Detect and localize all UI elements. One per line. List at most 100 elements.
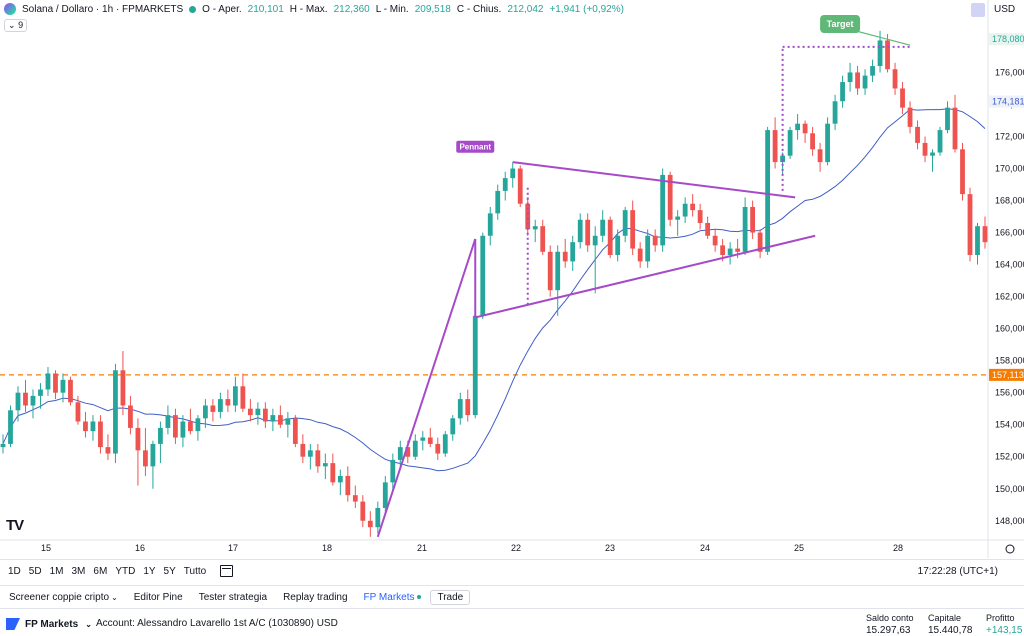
- trade-button[interactable]: Trade: [430, 589, 471, 605]
- range-5d[interactable]: 5D: [28, 565, 42, 577]
- calendar-icon[interactable]: [220, 565, 234, 577]
- range-all[interactable]: Tutto: [183, 565, 207, 577]
- candle-body: [23, 392, 28, 406]
- candle-body: [502, 178, 508, 191]
- chart-settings-icon[interactable]: [971, 3, 985, 17]
- candle-body: [465, 399, 471, 416]
- symbol-title[interactable]: Solana / Dollaro · 1h · FPMARKETS: [22, 3, 184, 15]
- tab-pine-editor[interactable]: Editor Pine: [133, 591, 183, 603]
- close-value: 212,042: [507, 3, 544, 15]
- candle-body: [53, 373, 58, 393]
- candle-body: [787, 130, 793, 156]
- account-name[interactable]: Account: Alessandro Lavarello 1st A/C (1…: [96, 618, 338, 629]
- open-label: O - Aper.: [202, 3, 242, 15]
- candle-body: [765, 130, 771, 252]
- y-tick-label: 172,000: [995, 131, 1024, 141]
- candle-body: [757, 232, 763, 252]
- candle-body: [600, 219, 606, 236]
- candle-body: [165, 415, 171, 428]
- candle-body: [795, 123, 800, 131]
- candle-body: [690, 203, 696, 211]
- candle-body: [397, 447, 403, 460]
- candle-body: [585, 219, 591, 246]
- candle-body: [240, 386, 246, 409]
- candle-body: [840, 82, 845, 102]
- range-5y[interactable]: 5Y: [163, 565, 176, 577]
- candle-body: [967, 194, 973, 255]
- ma-price-badge-box: [989, 95, 1024, 108]
- candle-body: [322, 463, 328, 467]
- candle-body: [712, 235, 718, 246]
- chevron-down-icon: ⌄: [8, 20, 16, 30]
- candle-body: [727, 248, 733, 255]
- candle-body: [173, 415, 178, 438]
- candle-body: [330, 463, 336, 483]
- candle-body: [892, 69, 898, 89]
- candle-body: [435, 443, 441, 454]
- candle-body: [592, 235, 598, 246]
- equity-block: Capitale 15.440,78: [928, 613, 973, 636]
- clock[interactable]: 17:22:28 (UTC+1): [917, 566, 998, 577]
- candle-body: [772, 130, 778, 163]
- y-tick-label: 176,000: [995, 67, 1024, 77]
- candle-body: [75, 402, 81, 422]
- candle-body: [113, 370, 118, 454]
- indicators-toggle[interactable]: ⌄ 9: [4, 19, 28, 32]
- chevron-down-icon: ⌄: [111, 592, 118, 602]
- y-tick-label: 148,000: [995, 516, 1024, 526]
- candle-body: [307, 450, 313, 457]
- chart-area[interactable]: 178,000176,000174,000172,000170,000168,0…: [0, 0, 1024, 558]
- candle-body: [68, 379, 73, 403]
- balance-value: 15.297,63: [866, 625, 911, 636]
- pennant-upper-line: [512, 161, 796, 199]
- currency-label[interactable]: USD: [994, 4, 1016, 15]
- candle-body: [255, 408, 261, 416]
- tab-replay-trading[interactable]: Replay trading: [283, 591, 348, 603]
- candle-body: [30, 395, 36, 406]
- candle-body: [952, 107, 958, 150]
- candle-body: [420, 437, 426, 441]
- candle-body: [367, 520, 373, 528]
- range-ytd[interactable]: YTD: [115, 565, 136, 577]
- candle-body: [337, 475, 343, 483]
- time-axis-settings-icon[interactable]: [1005, 544, 1015, 554]
- range-1m[interactable]: 1M: [49, 565, 64, 577]
- candle-body: [532, 226, 538, 230]
- last-price-badge-box: [989, 33, 1024, 46]
- tab-fp-markets[interactable]: FP Markets: [364, 592, 422, 603]
- candle-body: [915, 126, 920, 143]
- timeframe-toolbar: 1D 5D 1M 3M 6M YTD 1Y 5Y Tutto 17:22:28 …: [0, 559, 1024, 582]
- equity-value: 15.440,78: [928, 625, 973, 636]
- y-tick-label: 170,000: [995, 164, 1024, 174]
- open-value: 210,101: [247, 3, 284, 15]
- y-tick-label: 162,000: [995, 292, 1024, 302]
- candle-body: [285, 418, 291, 425]
- range-1y[interactable]: 1Y: [143, 565, 156, 577]
- candle-body: [930, 152, 935, 156]
- candle-body: [900, 88, 905, 108]
- pennant-lower-line: [475, 234, 816, 319]
- broker-selector[interactable]: FP Markets ⌄: [6, 618, 92, 630]
- x-tick-label: 21: [417, 543, 427, 553]
- last-price-badge: 178,080: [992, 34, 1024, 44]
- high-label: H - Max.: [289, 3, 328, 15]
- candle-body: [60, 379, 66, 393]
- range-3m[interactable]: 3M: [71, 565, 86, 577]
- candle-body: [495, 190, 501, 214]
- tab-strategy-tester[interactable]: Tester strategia: [198, 591, 268, 603]
- x-tick-label: 17: [228, 543, 238, 553]
- candle-body: [562, 251, 568, 262]
- candle-body: [720, 245, 726, 255]
- candle-body: [877, 40, 883, 67]
- range-1d[interactable]: 1D: [8, 565, 21, 577]
- candle-body: [472, 315, 478, 416]
- tab-screener[interactable]: Screener coppie cripto ⌄: [9, 592, 118, 603]
- candle-body: [675, 216, 681, 220]
- indicator-count: 9: [18, 20, 24, 30]
- price-chart[interactable]: 178,000176,000174,000172,000170,000168,0…: [0, 0, 1024, 558]
- candle-body: [607, 219, 613, 255]
- y-tick-label: 158,000: [995, 356, 1024, 366]
- candle-body: [645, 235, 651, 262]
- range-6m[interactable]: 6M: [93, 565, 108, 577]
- target-label-box: [820, 15, 861, 33]
